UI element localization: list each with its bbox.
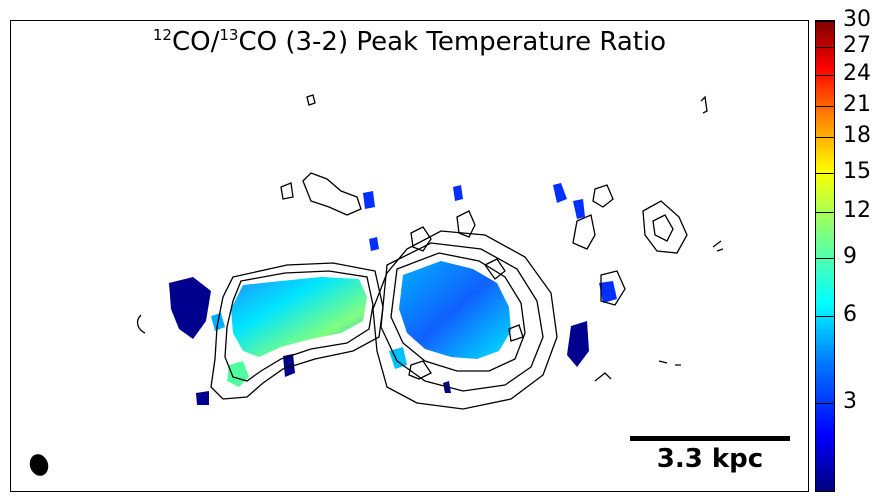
title-isotope-2: 13 (219, 26, 239, 44)
colorbar-tick (816, 258, 834, 259)
colorbar-tick (816, 137, 834, 138)
colorbar-tick (816, 316, 834, 317)
colorbar-tick-label: 15 (843, 159, 871, 184)
colorbar-tick (816, 403, 834, 404)
colorbar-tick-label: 24 (843, 61, 871, 86)
ratio-map-image (29, 94, 724, 476)
colorbar-tick-label: 30 (843, 7, 871, 32)
colorbar-tick (816, 212, 834, 213)
ratio-map (10, 20, 809, 492)
title-part-1: CO/ (171, 27, 220, 57)
colorbar-tick (816, 173, 834, 174)
map-title: 12CO/13CO (3-2) Peak Temperature Ratio (10, 26, 809, 57)
colorbar-tick-label: 9 (843, 244, 857, 269)
colorbar-tick (816, 75, 834, 76)
colorbar-tick-label: 21 (843, 92, 871, 117)
colorbar-tick-label: 18 (843, 123, 871, 148)
scale-bar-label: 3.3 kpc (656, 444, 764, 474)
title-isotope-1: 12 (152, 26, 172, 44)
colorbar (815, 20, 835, 492)
colorbar-tick-label: 27 (843, 33, 871, 58)
colorbar-tick-label: 12 (843, 198, 871, 223)
colorbar-tick-label: 3 (843, 389, 857, 414)
beam-ellipse (29, 454, 49, 476)
scale-bar (630, 436, 790, 441)
colorbar-tick (816, 106, 834, 107)
colorbar-tick (816, 47, 834, 48)
colorbar-tick (816, 21, 834, 22)
colorbar-tick-label: 6 (843, 302, 857, 327)
title-part-2: CO (3-2) Peak Temperature Ratio (238, 27, 667, 57)
